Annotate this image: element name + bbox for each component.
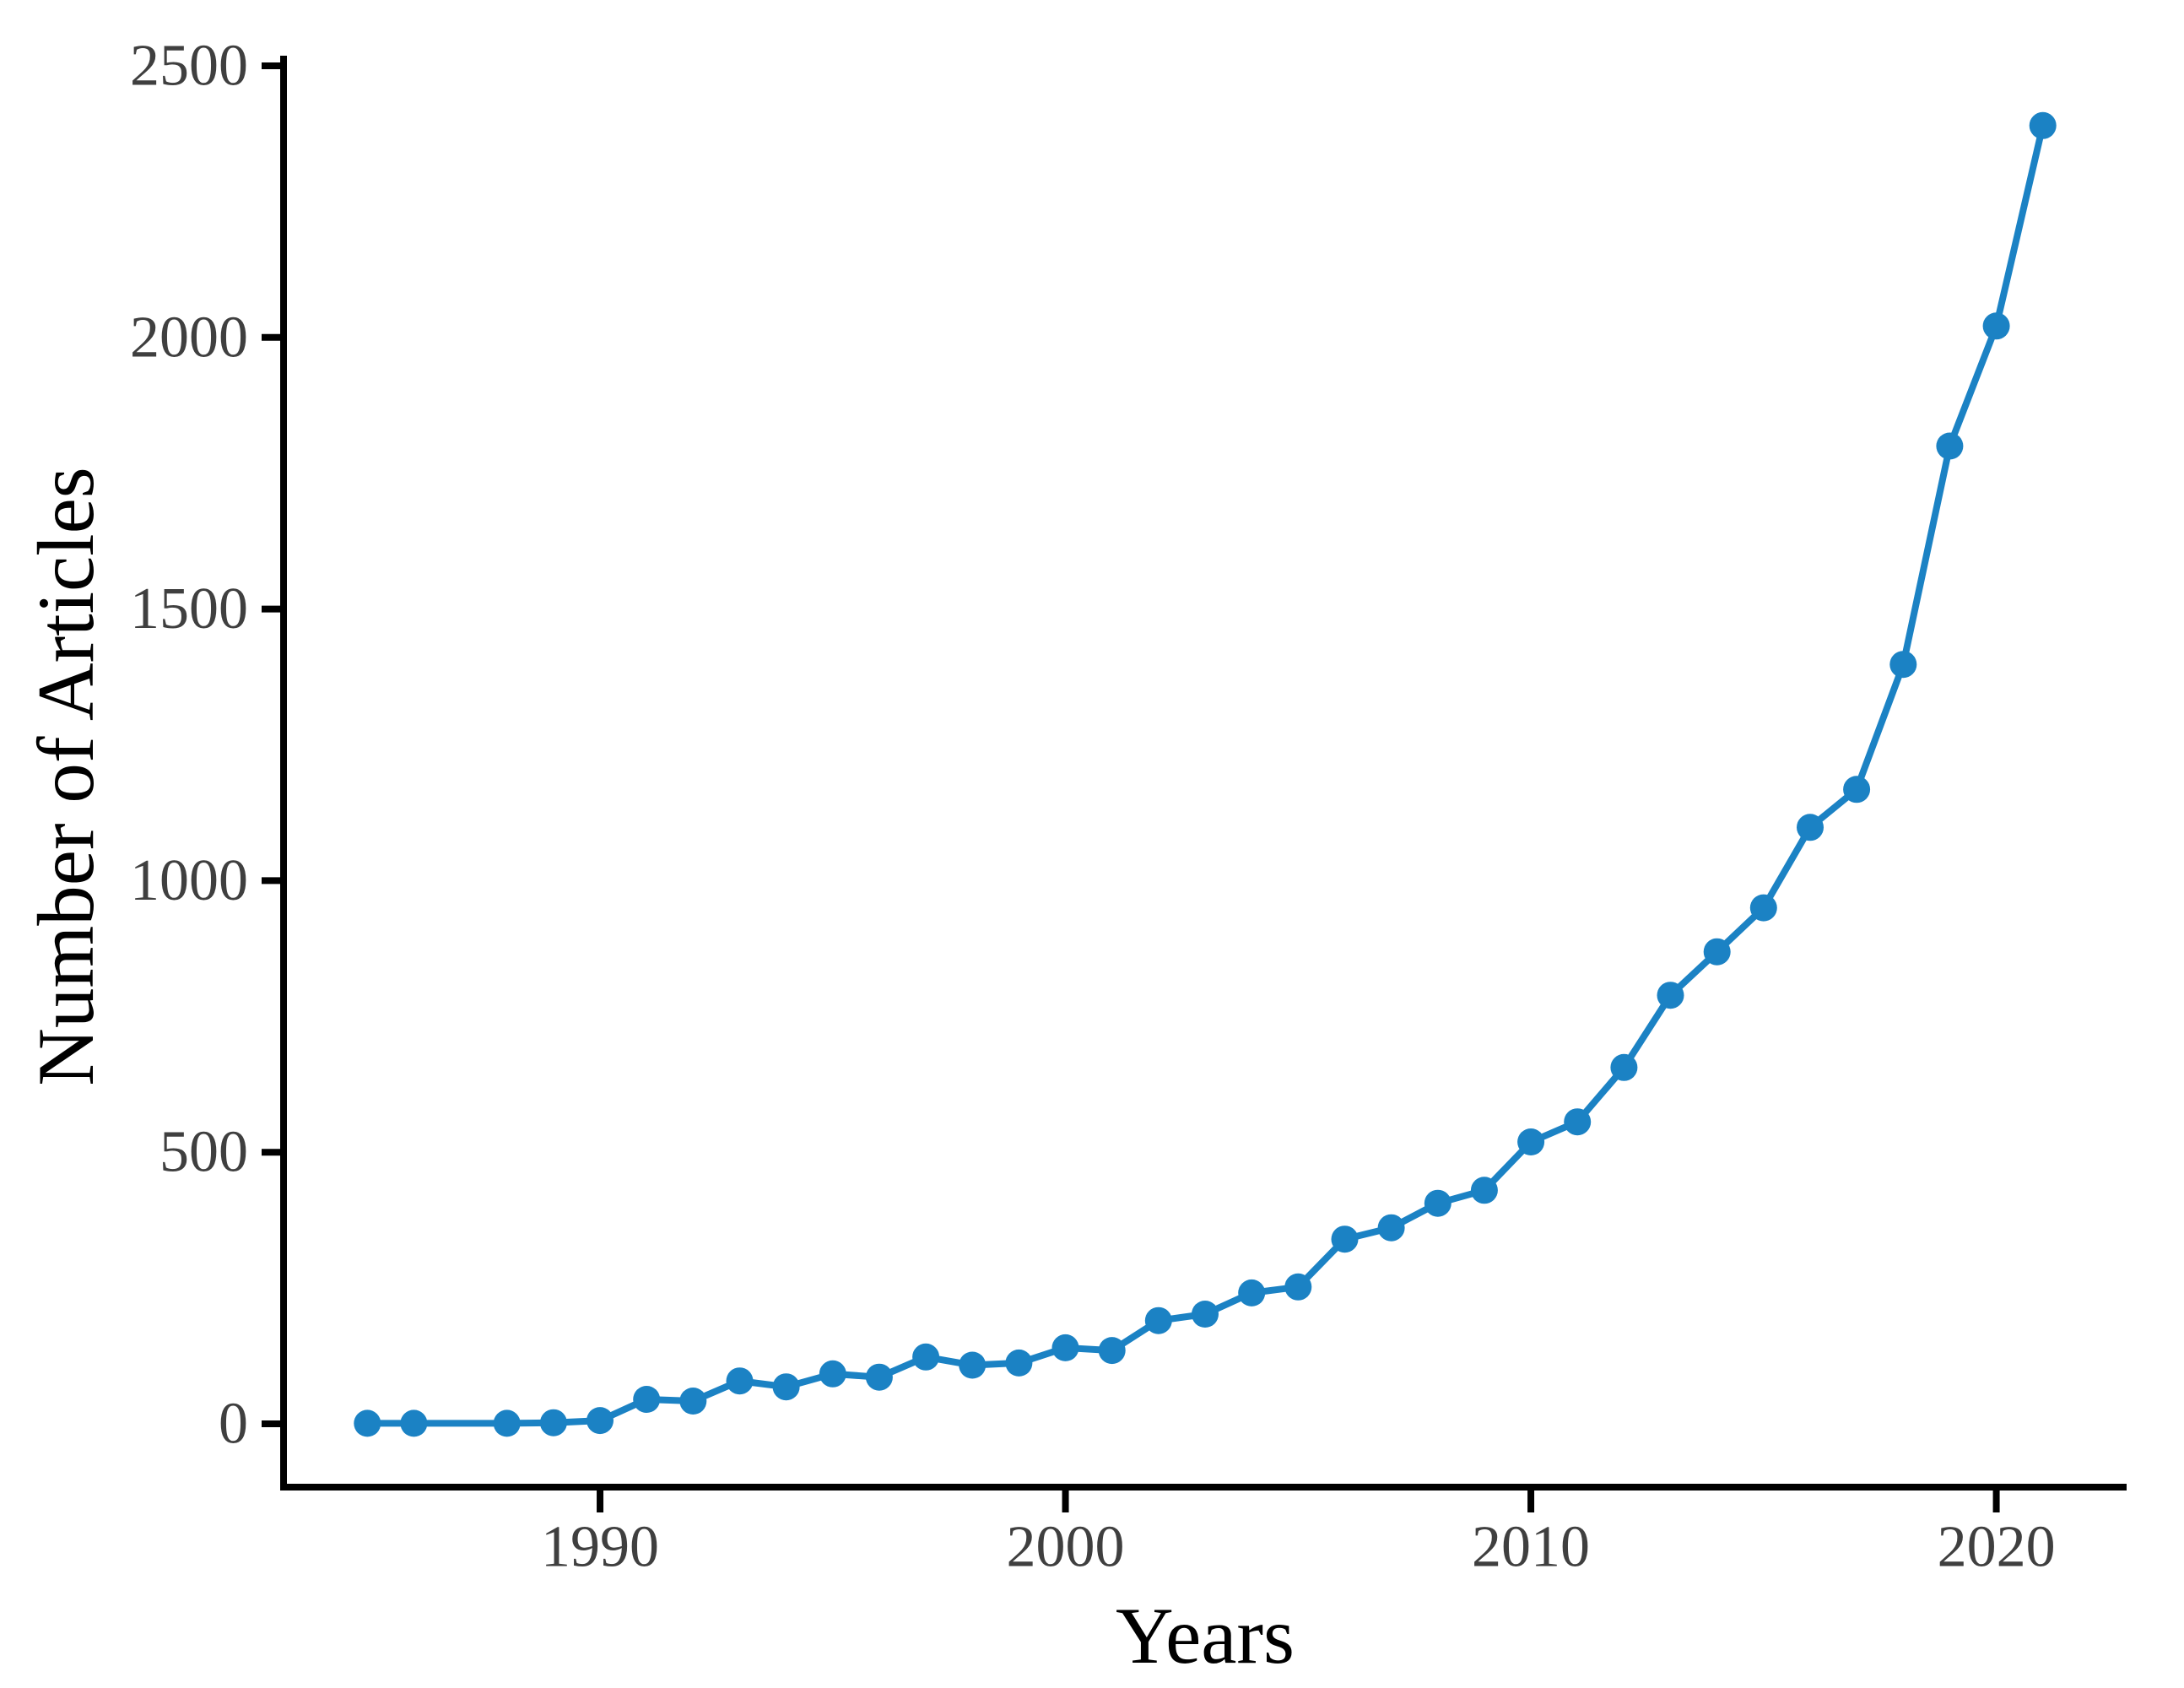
data-point <box>400 1409 428 1437</box>
data-point <box>959 1351 987 1379</box>
y-tick-label: 2000 <box>130 305 248 370</box>
data-point <box>1657 982 1684 1009</box>
data-point <box>1331 1225 1359 1253</box>
x-tick-label: 2010 <box>1472 1515 1590 1580</box>
data-series <box>354 111 2057 1437</box>
data-point <box>1005 1349 1033 1377</box>
data-point <box>1144 1307 1172 1334</box>
y-axis-ticks: 0 500 1000 1500 2000 2500 <box>130 34 284 1457</box>
data-point <box>1377 1214 1405 1242</box>
data-point <box>587 1407 614 1435</box>
data-point <box>1797 814 1824 841</box>
data-point <box>1703 938 1731 966</box>
x-axis-title: Years <box>1116 1591 1295 1680</box>
data-point <box>912 1343 940 1371</box>
y-tick-label: 1500 <box>130 576 248 641</box>
data-point <box>539 1409 567 1436</box>
data-point <box>726 1367 754 1395</box>
data-point <box>772 1373 800 1401</box>
data-point <box>2029 111 2057 139</box>
data-point <box>1889 651 1917 679</box>
data-point <box>1982 312 2010 340</box>
data-point <box>1470 1177 1498 1204</box>
x-axis-ticks: 1990 2000 2010 2020 <box>541 1487 2056 1580</box>
data-point <box>633 1386 661 1413</box>
data-point <box>819 1360 846 1388</box>
y-tick-label: 0 <box>219 1392 248 1457</box>
data-point <box>1098 1337 1126 1365</box>
data-point <box>1051 1334 1079 1361</box>
y-axis-title: Number of Articles <box>21 467 111 1085</box>
x-tick-label: 2000 <box>1007 1515 1125 1580</box>
data-point <box>1749 894 1777 922</box>
data-point <box>1564 1108 1592 1136</box>
data-point <box>679 1388 707 1415</box>
data-point <box>1238 1279 1266 1307</box>
data-point <box>1284 1273 1312 1301</box>
data-point <box>1424 1189 1451 1217</box>
data-point <box>1610 1053 1638 1081</box>
data-point <box>865 1363 893 1391</box>
y-tick-label: 500 <box>159 1120 248 1185</box>
data-point <box>1843 776 1871 803</box>
data-point <box>493 1409 521 1437</box>
x-tick-label: 2020 <box>1938 1515 2056 1580</box>
data-point <box>354 1409 381 1437</box>
data-point <box>1517 1128 1545 1155</box>
x-tick-label: 1990 <box>541 1515 659 1580</box>
y-tick-label: 2500 <box>130 34 248 99</box>
data-point <box>1192 1301 1219 1328</box>
data-point <box>1936 432 1964 460</box>
y-tick-label: 1000 <box>130 848 248 913</box>
